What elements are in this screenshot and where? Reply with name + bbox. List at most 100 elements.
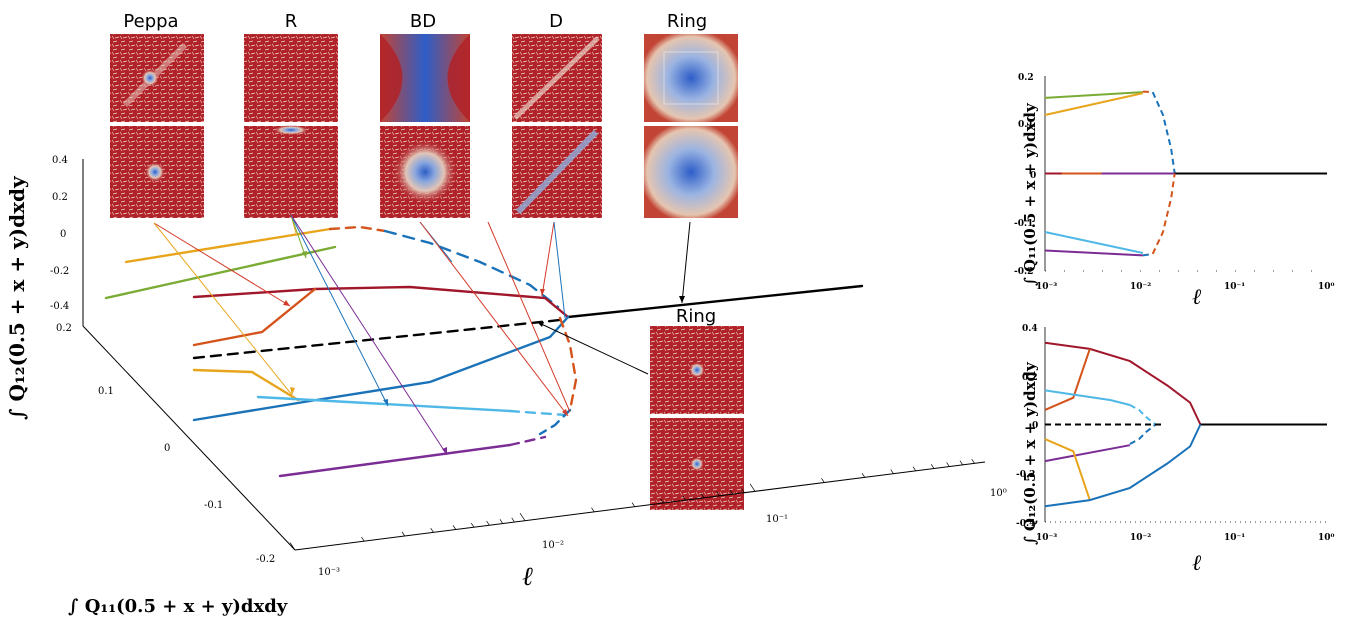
y-minor-tick — [361, 537, 364, 541]
y-minor-tick — [591, 508, 594, 512]
y-minor-tick — [821, 478, 824, 482]
curve-blue-dashed-top — [385, 231, 558, 307]
x-tick-label: 0.2 — [56, 323, 72, 334]
x-ticks: 0.2 0.1 0 -0.1 -0.2 — [56, 323, 275, 565]
y-minor-tick — [891, 470, 894, 474]
snapshot-ring — [644, 34, 738, 218]
y-minor-tick — [471, 523, 474, 527]
q11-y-tick: 0.2 — [1018, 73, 1034, 83]
snapshot-ring-q12 — [644, 126, 738, 218]
snapshot-d — [512, 34, 602, 218]
snapshot-ring-lower — [650, 326, 744, 510]
y-minor-tick — [947, 462, 950, 466]
z-tick-label: -0.4 — [50, 301, 69, 312]
curve-purple-dashed — [510, 437, 545, 445]
x-tick-label: 0.1 — [98, 386, 114, 397]
q11-x-tick: 10⁻³ — [1036, 282, 1057, 292]
y-minor-tick — [931, 464, 934, 468]
q12-series — [1045, 343, 1327, 506]
y-minor-tick — [632, 503, 635, 507]
snapshot-r — [244, 34, 338, 218]
q12-x-tick: 10⁻¹ — [1224, 533, 1245, 543]
y-minor-tick — [402, 532, 405, 536]
y-minor-tick — [500, 519, 503, 523]
x-tick-label: -0.1 — [204, 500, 223, 511]
main-z-axis-title: ∫ Q₁₂(0.5 + x + y)dxdy — [5, 175, 29, 420]
curve-lightblue-dashed — [510, 411, 565, 415]
y-tick-label: 10⁰ — [990, 488, 1007, 499]
snapshot-label-peppa: Peppa — [123, 11, 178, 32]
q11-x-tick: 10⁻² — [1130, 282, 1151, 292]
z-tick-label: 0.4 — [52, 155, 68, 166]
series-line-2 — [1143, 92, 1153, 93]
y-minor-tick — [431, 528, 434, 532]
curve-purple — [280, 445, 510, 476]
q12-y-tick: 0.4 — [1022, 324, 1038, 334]
arrow-ringlower-black — [537, 322, 648, 374]
y-minor-tick — [750, 484, 755, 491]
y-minor-tick — [512, 518, 515, 522]
curve-yellow-lower — [194, 370, 298, 400]
curve-black-dashed — [194, 320, 560, 358]
snapshot-label-bd: BD — [410, 11, 436, 32]
snapshot-r-q11 — [244, 34, 338, 122]
y-tick-label: 10⁻³ — [318, 567, 340, 578]
plot-q12: 0.4 0.2 0 -0.2 -0.4 10⁻³ 10⁻² 10⁻¹ 10⁰ ∫… — [1016, 324, 1335, 576]
q12-x-tick: 10⁻² — [1130, 533, 1151, 543]
arrow-d-red — [542, 222, 554, 296]
y-minor-ticks — [290, 459, 974, 550]
curve-orange-dashed-top — [330, 227, 385, 231]
snapshot-bd — [380, 34, 470, 218]
z-ticks: 0.4 0.2 0 -0.2 -0.4 — [50, 155, 69, 312]
z-tick-label: -0.2 — [50, 266, 69, 277]
main-y-axis-title: ℓ — [522, 562, 533, 592]
arrow-r-green — [291, 215, 306, 258]
main-x-axis-title: ∫ Q₁₁(0.5 + x + y)dxdy — [68, 596, 288, 617]
q12-y-axis-title: ∫ Q₁₂(0.5 + x + y)dxdy — [1021, 361, 1039, 545]
y-minor-tick — [960, 461, 963, 465]
q11-y-axis-title: ∫ Q₁₁(0.5 + x + y)dxdy — [1021, 102, 1039, 286]
curve-darkred — [194, 287, 568, 317]
y-axis-line — [295, 462, 985, 550]
series-line-3 — [1153, 92, 1175, 173]
arrow-heads — [283, 251, 685, 455]
y-tick-label: 10⁻² — [542, 540, 564, 551]
arrow-bd-red — [420, 222, 568, 416]
x-tick-label: -0.2 — [256, 554, 275, 565]
snapshot-r-q12 — [244, 126, 338, 218]
z-tick-label: 0 — [60, 229, 66, 240]
q11-x-tick: 10⁻¹ — [1224, 282, 1245, 292]
snapshot-label-ring-lower: Ring — [676, 306, 716, 327]
curve-orange-dashed-lower — [560, 318, 576, 410]
series-line-1 — [1045, 349, 1090, 410]
series-line-8 — [1045, 232, 1143, 253]
arrow-ring-black — [682, 222, 690, 303]
y-tick-label: 10⁻¹ — [766, 514, 788, 525]
y-minor-tick — [487, 521, 490, 525]
series-line-7 — [1045, 445, 1130, 461]
q12-x-tick: 10⁰ — [1318, 533, 1335, 543]
series-line-10 — [1143, 254, 1153, 256]
arrow-peppa-red — [154, 223, 290, 306]
series-line-4 — [1130, 425, 1156, 445]
curve-orange-mid — [194, 289, 315, 345]
q11-x-axis-title: ℓ — [1192, 285, 1202, 310]
series-line-2 — [1045, 390, 1130, 405]
q11-series — [1045, 92, 1327, 256]
x-tick-label: 0 — [164, 443, 170, 454]
plot-q11: 0.2 0.1 0 -0.1 -0.2 10⁻³ 10⁻² 10⁻¹ 10⁰ ∫… — [1014, 73, 1335, 310]
q12-x-axis-title: ℓ — [1192, 551, 1202, 576]
snapshot-label-r: R — [285, 11, 298, 32]
arrow-r-blue — [291, 215, 388, 406]
snapshot-label-ring: Ring — [667, 11, 707, 32]
y-minor-tick — [913, 467, 916, 471]
series-line-8 — [1045, 439, 1090, 500]
arrow-d-blue — [554, 222, 565, 318]
main-3d-curves — [106, 227, 862, 476]
snapshot-label-d: D — [549, 11, 563, 32]
series-line-3 — [1130, 405, 1156, 425]
series-line-9 — [1045, 425, 1200, 507]
y-minor-tick — [520, 513, 525, 520]
series-line-11 — [1153, 174, 1175, 254]
